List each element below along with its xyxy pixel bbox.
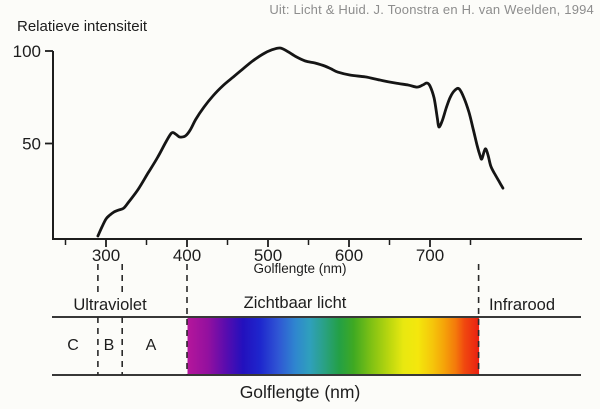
uv-band-c-label: C (67, 337, 79, 354)
x-tick-label-700: 700 (416, 246, 444, 265)
y-axis-title: Relatieve intensiteit (17, 18, 148, 35)
citation-text: Uit: Licht & Huid. J. Toonstra en H. van… (269, 2, 594, 17)
visible-light-region-label: Zichtbaar licht (243, 294, 347, 312)
x-tick-label-500: 500 (254, 246, 282, 265)
x-axis-title: Golflengte (nm) (253, 261, 347, 276)
x-tick-label-600: 600 (335, 246, 363, 265)
spectrum-bar-axis-title: Golflengte (nm) (239, 382, 361, 402)
intensity-curve (96, 46, 505, 238)
x-tick-label-400: 400 (173, 246, 201, 265)
uv-band-a-label: A (145, 337, 157, 354)
infrared-region-label: Infrarood (488, 296, 556, 314)
y-tick-label-50: 50 (22, 135, 41, 154)
x-tick-label-300: 300 (92, 246, 120, 265)
y-tick-label-100: 100 (13, 42, 41, 61)
uv-band-b-label: B (103, 337, 115, 354)
visible-spectrum-bar (187, 318, 480, 374)
ultraviolet-region-label: Ultraviolet (73, 296, 147, 314)
